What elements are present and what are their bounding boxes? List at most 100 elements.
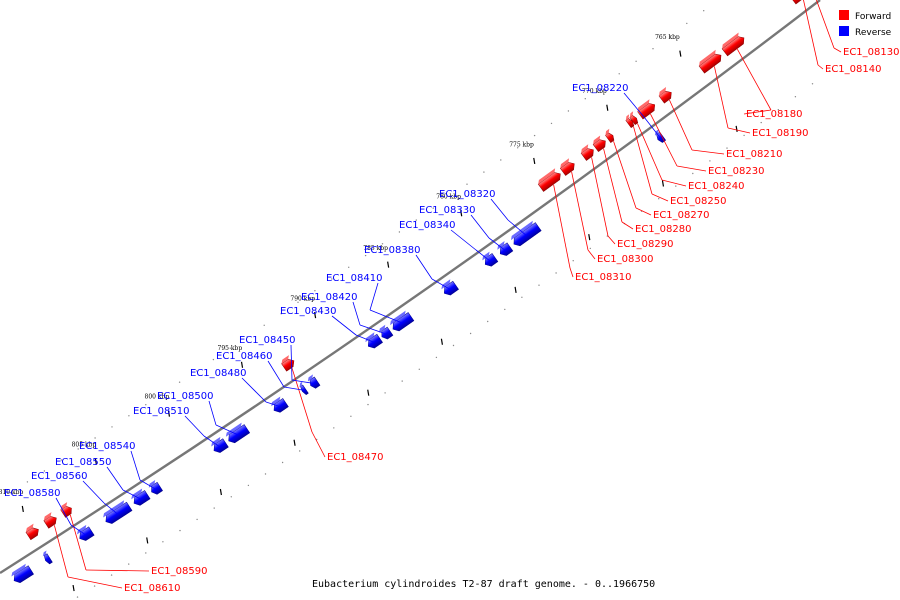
scale-dot bbox=[686, 22, 688, 25]
scale-dot bbox=[26, 481, 29, 483]
gene-label[interactable]: EC1_08300 bbox=[597, 254, 653, 265]
reverse-gene bbox=[271, 396, 289, 413]
reverse-gene-leader bbox=[369, 282, 379, 311]
gene-label[interactable]: EC1_08190 bbox=[752, 128, 808, 139]
gene-label[interactable]: EC1_08430 bbox=[280, 306, 336, 317]
reverse-gene-leader bbox=[291, 379, 314, 384]
gene-label[interactable]: EC1_08510 bbox=[133, 406, 189, 417]
gene-label[interactable]: EC1_08240 bbox=[688, 181, 744, 192]
scale-tick bbox=[606, 104, 609, 111]
legend: Forward Reverse bbox=[839, 10, 892, 38]
gene-label[interactable]: EC1_08380 bbox=[364, 245, 420, 256]
forward-gene-leader bbox=[291, 367, 313, 433]
gene-label[interactable]: EC1_08460 bbox=[216, 351, 272, 362]
gene-label[interactable]: EC1_08220 bbox=[572, 83, 628, 94]
gene-label[interactable]: EC1_08230 bbox=[708, 166, 764, 177]
gene-top-face bbox=[11, 563, 26, 577]
gene-label[interactable]: EC1_08580 bbox=[4, 488, 60, 499]
scale-tick bbox=[460, 210, 463, 217]
forward-gene-leader bbox=[85, 569, 150, 572]
reverse-gene bbox=[299, 381, 309, 396]
forward-gene bbox=[60, 502, 72, 518]
reverse-gene-leader bbox=[415, 254, 433, 280]
minor-scale-dots bbox=[9, 10, 831, 598]
gene-label[interactable]: EC1_08270 bbox=[653, 210, 709, 221]
scale-dot bbox=[669, 35, 671, 37]
scale-dot bbox=[263, 324, 265, 326]
forward-gene-leader bbox=[637, 123, 663, 181]
gene-label[interactable]: EC1_08560 bbox=[31, 471, 87, 482]
scale-dot bbox=[828, 70, 831, 72]
gene-label[interactable]: EC1_08590 bbox=[151, 566, 207, 577]
gene-top-face bbox=[211, 436, 221, 447]
gene-label[interactable]: EC1_08180 bbox=[746, 109, 802, 120]
gene-label[interactable]: EC1_08610 bbox=[124, 583, 180, 594]
scale-dot bbox=[145, 552, 147, 554]
gene-label[interactable]: EC1_08130 bbox=[843, 47, 899, 58]
gene-label[interactable]: EC1_08420 bbox=[301, 292, 357, 303]
gene-label[interactable]: EC1_08410 bbox=[326, 273, 382, 284]
scale-tick-label: 790 kbp bbox=[290, 295, 315, 302]
scale-tick-label: 800 kbp bbox=[145, 394, 170, 401]
gene-label[interactable]: EC1_08210 bbox=[726, 149, 782, 160]
gene-label[interactable]: EC1_08340 bbox=[399, 220, 455, 231]
scale-dot bbox=[555, 272, 557, 274]
reverse-gene bbox=[441, 279, 459, 296]
scale-dot bbox=[584, 98, 586, 100]
scale-tick-label: 785 kbp bbox=[363, 245, 388, 252]
gene-top-face bbox=[538, 168, 556, 185]
scale-dot bbox=[466, 183, 468, 185]
gene-label[interactable]: EC1_08250 bbox=[670, 196, 726, 207]
reverse-gene bbox=[11, 563, 34, 584]
reverse-gene bbox=[510, 220, 542, 247]
gene-label[interactable]: EC1_08550 bbox=[55, 457, 111, 468]
gene-top-face bbox=[699, 49, 716, 67]
gene-label[interactable]: EC1_08540 bbox=[79, 441, 135, 452]
scale-tick bbox=[21, 505, 24, 513]
gene-label[interactable]: EC1_08500 bbox=[157, 391, 213, 402]
forward-gene-leader bbox=[571, 171, 589, 251]
scale-tick-label: 780 kbp bbox=[436, 194, 461, 201]
reverse-gene-leader bbox=[208, 400, 217, 426]
scale-dot bbox=[213, 507, 215, 509]
gene-label[interactable]: EC1_08470 bbox=[327, 452, 383, 463]
scale-dot bbox=[567, 110, 570, 112]
scale-dot bbox=[43, 470, 46, 472]
genome-caption: Eubacterium cylindroides T2-87 draft gen… bbox=[312, 579, 655, 590]
scale-dot bbox=[487, 320, 489, 323]
scale-dot bbox=[398, 231, 401, 233]
gene-label[interactable]: EC1_08480 bbox=[190, 368, 246, 379]
gene-label[interactable]: EC1_08330 bbox=[419, 205, 475, 216]
gene-label[interactable]: EC1_08290 bbox=[617, 239, 673, 250]
scale-dot bbox=[230, 496, 232, 498]
gene-label[interactable]: EC1_08310 bbox=[575, 272, 631, 283]
gene-label[interactable]: EC1_08320 bbox=[439, 189, 495, 200]
forward-gene-leader bbox=[613, 141, 637, 209]
forward-gene bbox=[559, 158, 575, 176]
gene-top-face bbox=[593, 135, 601, 145]
gene-label[interactable]: EC1_08280 bbox=[635, 224, 691, 235]
scale-dot bbox=[179, 529, 181, 532]
reverse-gene-leader bbox=[241, 377, 267, 403]
gene-label[interactable]: EC1_08450 bbox=[239, 335, 295, 346]
reverse-gene bbox=[225, 422, 251, 444]
gene-body bbox=[213, 438, 229, 453]
gene-body bbox=[605, 132, 615, 143]
scale-dot bbox=[777, 109, 779, 111]
forward-gene bbox=[637, 99, 656, 120]
scale-dot bbox=[500, 159, 502, 161]
gene-label[interactable]: EC1_08140 bbox=[825, 64, 881, 75]
reverse-gene-leader bbox=[139, 479, 156, 490]
scale-dot bbox=[415, 219, 417, 221]
scale-dot bbox=[128, 563, 130, 565]
scale-dot bbox=[60, 459, 62, 461]
scale-tick bbox=[146, 537, 149, 544]
scale-dot bbox=[432, 207, 434, 209]
scale-tick bbox=[514, 286, 517, 293]
scale-dot bbox=[196, 518, 198, 521]
reverse-gene-leader bbox=[55, 497, 72, 526]
forward-gene bbox=[592, 135, 606, 153]
scale-dot bbox=[517, 147, 519, 149]
forward-gene-leader bbox=[650, 113, 678, 167]
